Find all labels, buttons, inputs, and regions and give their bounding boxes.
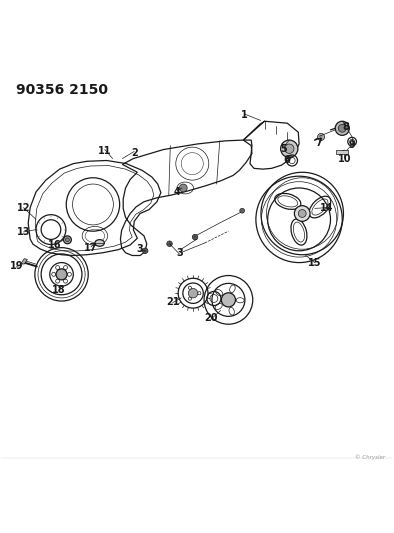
Circle shape: [179, 184, 187, 192]
Text: 13: 13: [17, 227, 30, 237]
Polygon shape: [21, 259, 28, 264]
Circle shape: [240, 208, 245, 213]
Text: 12: 12: [17, 203, 30, 213]
Circle shape: [56, 269, 67, 280]
Text: 1: 1: [241, 110, 247, 120]
Text: 9: 9: [349, 140, 355, 150]
Text: 19: 19: [9, 261, 23, 271]
Text: 5: 5: [280, 144, 287, 154]
Circle shape: [192, 235, 198, 240]
Circle shape: [142, 248, 148, 254]
Circle shape: [167, 241, 172, 246]
Text: 10: 10: [338, 154, 351, 164]
Circle shape: [318, 133, 325, 141]
Text: 20: 20: [204, 313, 217, 324]
Circle shape: [65, 238, 69, 242]
Text: 18: 18: [52, 285, 66, 295]
Circle shape: [338, 124, 346, 132]
Text: 16: 16: [48, 240, 61, 250]
Text: 3: 3: [137, 244, 143, 254]
Circle shape: [298, 209, 306, 217]
Text: 3: 3: [176, 248, 183, 258]
Ellipse shape: [95, 240, 104, 246]
Text: 21: 21: [167, 297, 180, 307]
Text: 17: 17: [84, 243, 98, 253]
Text: 14: 14: [320, 203, 333, 213]
Text: 7: 7: [315, 138, 322, 148]
Text: © Chrysler: © Chrysler: [355, 454, 385, 459]
Circle shape: [188, 288, 198, 298]
Text: 8: 8: [343, 122, 349, 132]
Text: 2: 2: [131, 148, 138, 158]
Circle shape: [281, 140, 298, 157]
Circle shape: [63, 236, 71, 244]
Circle shape: [294, 206, 310, 221]
Text: 90356 2150: 90356 2150: [17, 83, 108, 97]
Text: 6: 6: [283, 156, 290, 165]
Text: 11: 11: [98, 146, 112, 156]
Text: 4: 4: [174, 187, 181, 197]
FancyBboxPatch shape: [336, 150, 348, 154]
Text: 15: 15: [308, 257, 322, 268]
Circle shape: [335, 121, 349, 135]
Circle shape: [284, 144, 294, 154]
Circle shape: [221, 293, 236, 307]
